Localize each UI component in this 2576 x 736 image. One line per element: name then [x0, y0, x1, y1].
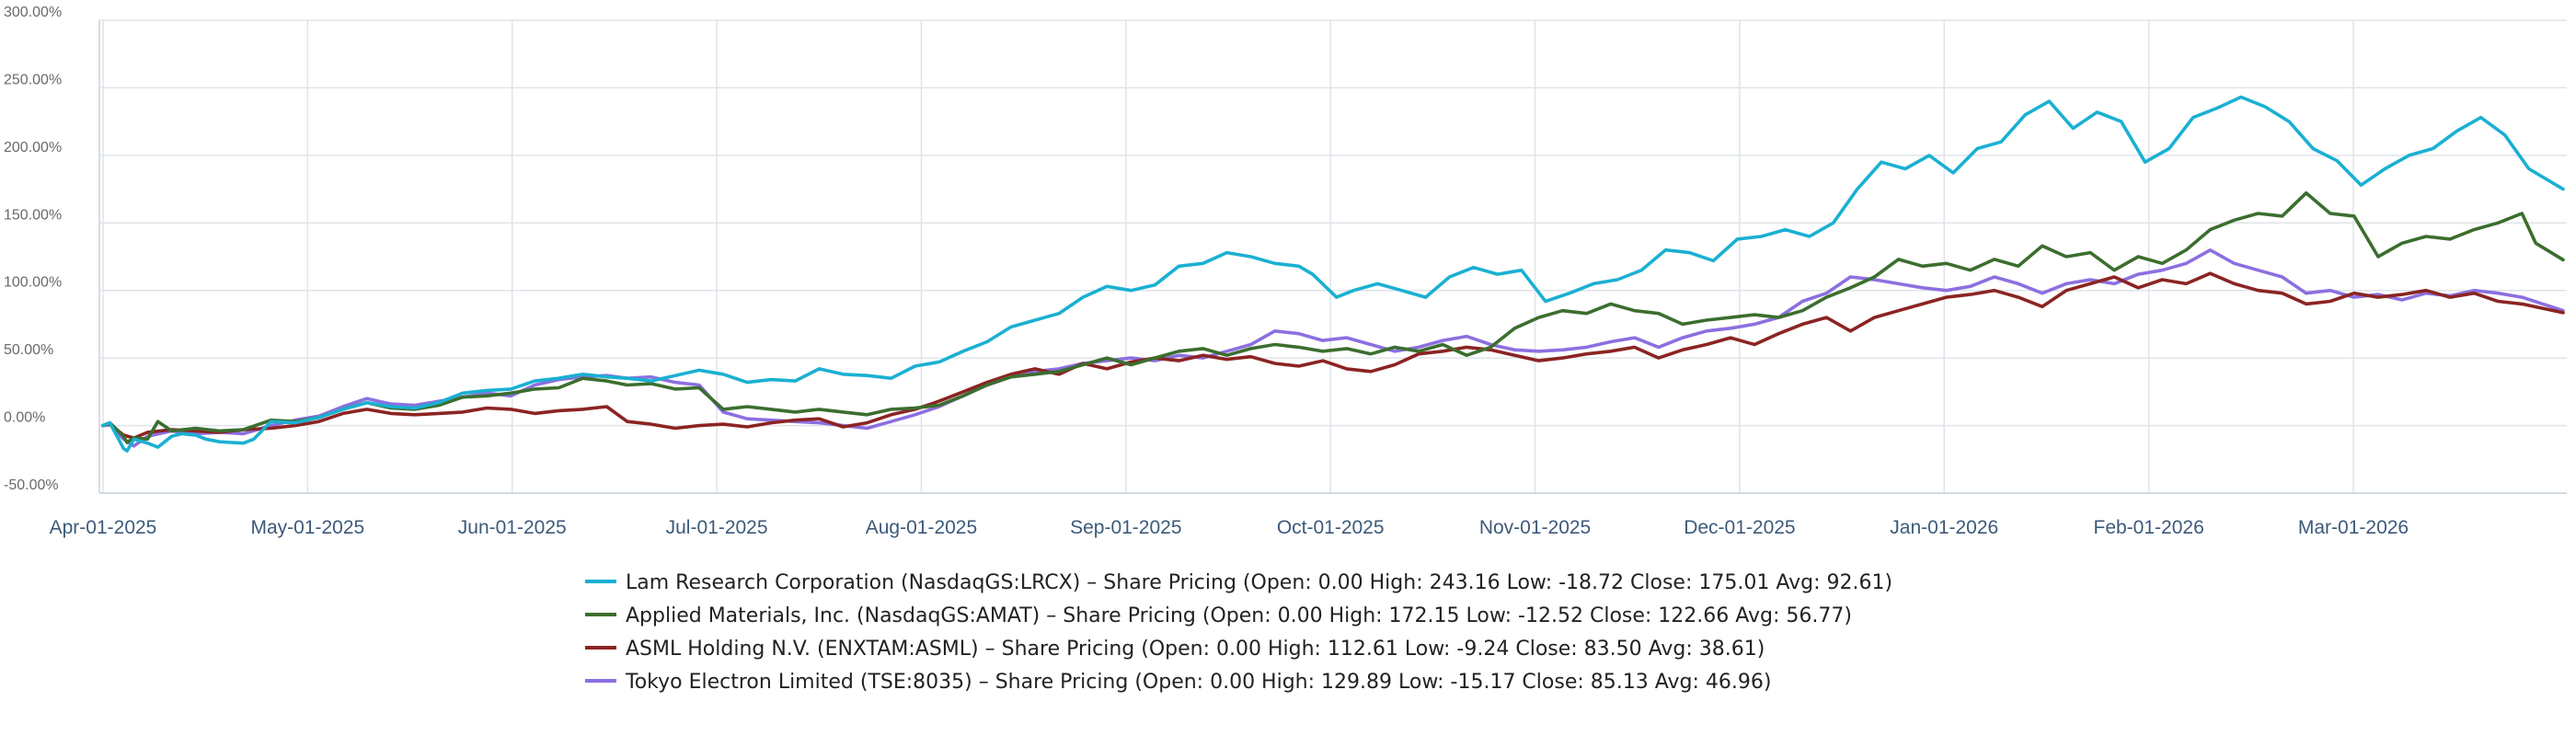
- legend: Lam Research Corporation (NasdaqGS:LRCX)…: [585, 571, 1892, 694]
- y-tick-label: 250.00%: [4, 72, 62, 87]
- legend-label[interactable]: Tokyo Electron Limited (TSE:8035) – Shar…: [625, 671, 1771, 694]
- legend-label[interactable]: Lam Research Corporation (NasdaqGS:LRCX)…: [626, 571, 1892, 594]
- y-tick-label: 200.00%: [4, 140, 62, 155]
- x-tick-label: Oct-01-2025: [1277, 517, 1385, 538]
- legend-label[interactable]: Applied Materials, Inc. (NasdaqGS:AMAT) …: [626, 604, 1852, 627]
- y-tick-label: 50.00%: [4, 342, 53, 358]
- x-tick-label: Jan-01-2026: [1890, 517, 1998, 538]
- y-tick-label: 150.00%: [4, 207, 62, 223]
- x-tick-label: Dec-01-2025: [1684, 517, 1795, 538]
- y-axis-ticks: 300.00% 250.00% 200.00% 150.00% 100.00% 50.00…: [4, 5, 62, 493]
- legend-label[interactable]: ASML Holding N.V. (ENXTAM:ASML) – Share …: [626, 638, 1765, 661]
- series-lines: [101, 95, 2565, 453]
- y-tick-label: -50.00%: [4, 477, 59, 493]
- series-line-0: [101, 95, 2565, 453]
- x-tick-label: Mar-01-2026: [2298, 517, 2409, 538]
- x-tick-label: Sep-01-2025: [1070, 517, 1181, 538]
- x-tick-label: Jul-01-2025: [666, 517, 768, 538]
- y-tick-label: 100.00%: [4, 275, 62, 291]
- x-tick-label: Feb-01-2026: [2094, 517, 2204, 538]
- y-tick-label: 300.00%: [4, 5, 62, 20]
- grid: [98, 19, 2567, 494]
- y-tick-label: 0.00%: [4, 410, 45, 426]
- x-tick-label: May-01-2025: [250, 517, 364, 538]
- x-tick-label: Jun-01-2025: [458, 517, 567, 538]
- x-axis-ticks: Apr-01-2025 May-01-2025 Jun-01-2025 Jul-01-…: [50, 517, 2409, 538]
- series-line-2: [101, 271, 2565, 440]
- x-tick-label: Apr-01-2025: [50, 517, 157, 538]
- x-tick-label: Nov-01-2025: [1479, 517, 1591, 538]
- x-tick-label: Aug-01-2025: [866, 517, 977, 538]
- series-line-1: [101, 191, 2565, 444]
